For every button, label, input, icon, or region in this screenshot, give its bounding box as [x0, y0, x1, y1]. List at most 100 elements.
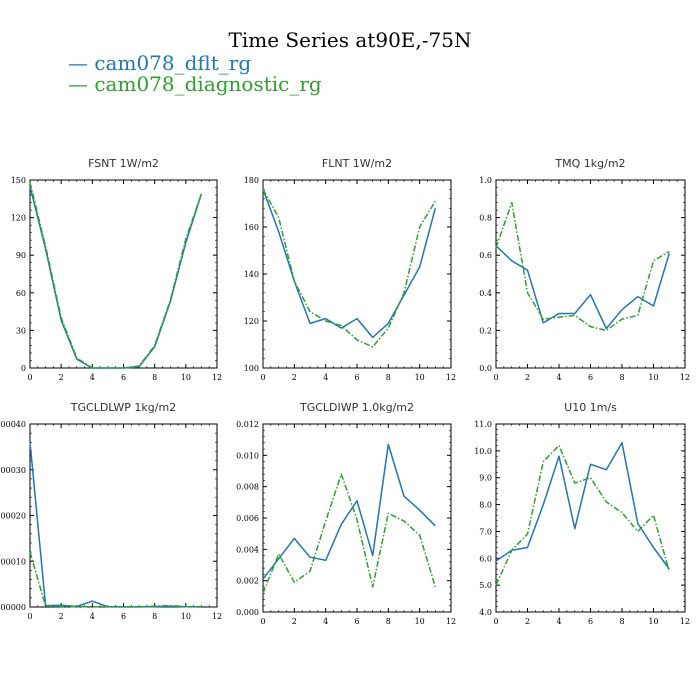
- series-line-1: [262, 473, 437, 594]
- y-tick-label: 0.6: [479, 251, 492, 260]
- x-tick-label: 6: [354, 617, 359, 626]
- x-tick-label: 12: [212, 373, 222, 382]
- series-line-1: [29, 551, 202, 608]
- y-tick-label: 0.012: [236, 420, 259, 429]
- x-tick-label: 4: [323, 617, 328, 626]
- x-tick-label: 10: [648, 617, 658, 626]
- legend-swatch: —: [68, 72, 95, 96]
- x-tick-label: 0: [493, 617, 498, 626]
- y-tick-label: 1.0: [479, 176, 492, 185]
- y-tick-label: 7.0: [479, 527, 492, 536]
- x-tick-label: 8: [152, 612, 157, 621]
- y-tick-label: 0.004: [236, 545, 259, 554]
- x-tick-label: 12: [680, 617, 690, 626]
- y-tick-label: 120: [244, 317, 259, 326]
- x-tick-label: 6: [121, 373, 126, 382]
- y-tick-label: 0: [21, 364, 26, 373]
- series-line-1: [495, 201, 670, 332]
- chart-panel-3: TGCLDLWP 1kg/m2 0 2 4 6 8 10 12 0.00000 0.00010 0.…: [0, 401, 222, 621]
- x-tick-label: 0: [260, 617, 265, 626]
- series-line-1: [495, 444, 671, 586]
- y-tick-label: 0.00000: [0, 603, 26, 612]
- x-tick-label: 8: [619, 617, 624, 626]
- legend-swatch: —: [68, 51, 95, 75]
- y-tick-label: 0.00040: [0, 420, 26, 429]
- y-tick-label: 150: [11, 176, 26, 185]
- y-tick-label: 9.0: [479, 474, 492, 483]
- x-tick-label: 10: [648, 373, 658, 382]
- x-tick-label: 0: [27, 373, 32, 382]
- series-line-0: [495, 245, 671, 330]
- y-tick-label: 0.000: [236, 608, 259, 617]
- x-tick-label: 10: [181, 612, 191, 621]
- y-tick-label: 0.2: [479, 326, 492, 335]
- plot-frame: [29, 423, 218, 608]
- series-line-0: [495, 442, 670, 570]
- x-tick-label: 6: [588, 373, 593, 382]
- series-line-1: [29, 182, 203, 369]
- x-tick-label: 6: [354, 373, 359, 382]
- y-tick-label: 0.00030: [0, 466, 26, 475]
- legend-label: cam078_dflt_rg: [94, 51, 252, 75]
- series-line-0: [29, 442, 202, 608]
- series-line-1: [262, 189, 436, 348]
- y-tick-label: 90: [16, 251, 26, 260]
- y-tick-label: 0.006: [236, 514, 259, 523]
- x-tick-label: 12: [212, 612, 222, 621]
- plot-frame: [29, 179, 218, 369]
- x-tick-label: 6: [121, 612, 126, 621]
- y-tick-label: 0.008: [236, 483, 259, 492]
- y-tick-label: 120: [11, 214, 26, 223]
- chart-panel-1: FLNT 1W/m2 0 2 4 6 8 10 12 100 120 140 160 180: [244, 157, 456, 382]
- panel-title: U10 1m/s: [564, 401, 617, 414]
- series-line-0: [262, 189, 437, 339]
- x-tick-label: 8: [386, 617, 391, 626]
- x-tick-label: 8: [152, 373, 157, 382]
- y-tick-label: 11.0: [474, 420, 492, 429]
- chart-panel-2: TMQ 1kg/m2 0 2 4 6 8 10 12 0.0 0.2 0.4 0.6 0.8 1.0: [479, 157, 690, 382]
- panel-title: TGCLDIWP 1.0kg/m2: [299, 401, 414, 414]
- y-tick-label: 180: [244, 176, 259, 185]
- y-tick-label: 30: [16, 326, 26, 335]
- y-tick-label: 60: [16, 289, 26, 298]
- y-tick-label: 6.0: [479, 554, 492, 563]
- y-tick-label: 0.010: [236, 451, 259, 460]
- x-tick-label: 2: [59, 373, 64, 382]
- y-tick-label: 0.0: [479, 364, 492, 373]
- y-tick-label: 0.8: [479, 214, 492, 223]
- y-tick-label: 0.00010: [0, 557, 26, 566]
- y-tick-label: 0.002: [236, 577, 259, 586]
- x-tick-label: 12: [446, 373, 456, 382]
- x-tick-label: 12: [680, 373, 690, 382]
- y-tick-label: 5.0: [479, 581, 492, 590]
- x-tick-label: 4: [90, 612, 95, 621]
- legend-entry-diagnostic: — cam078_diagnostic_rg: [68, 72, 322, 96]
- x-tick-label: 10: [415, 617, 425, 626]
- y-tick-label: 0.4: [479, 289, 492, 298]
- x-tick-label: 2: [525, 617, 530, 626]
- y-tick-label: 100: [244, 364, 259, 373]
- x-tick-label: 2: [525, 373, 530, 382]
- chart-panel-5: U10 1m/s 0 2 4 6 8 10 12 4.0 5.0 6.0 7.0 8.0 9.0 10.0 1…: [474, 401, 690, 626]
- x-tick-label: 2: [292, 617, 297, 626]
- x-tick-label: 4: [90, 373, 95, 382]
- series-line-0: [29, 186, 203, 369]
- panel-title: FLNT 1W/m2: [322, 157, 392, 170]
- x-tick-label: 4: [556, 617, 561, 626]
- x-tick-label: 2: [59, 612, 64, 621]
- panel-title: FSNT 1W/m2: [88, 157, 159, 170]
- figure-title: Time Series at90E,-75N: [228, 28, 472, 52]
- legend-entry-dflt: — cam078_dflt_rg: [68, 51, 251, 75]
- x-tick-label: 4: [556, 373, 561, 382]
- x-tick-label: 0: [493, 373, 498, 382]
- x-tick-label: 6: [588, 617, 593, 626]
- y-tick-label: 140: [244, 270, 259, 279]
- panel-title: TGCLDLWP 1kg/m2: [70, 401, 176, 414]
- x-tick-label: 8: [386, 373, 391, 382]
- panel-title: TMQ 1kg/m2: [554, 157, 625, 170]
- y-tick-label: 0.00020: [0, 512, 26, 521]
- y-tick-label: 8.0: [479, 501, 492, 510]
- x-tick-label: 2: [292, 373, 297, 382]
